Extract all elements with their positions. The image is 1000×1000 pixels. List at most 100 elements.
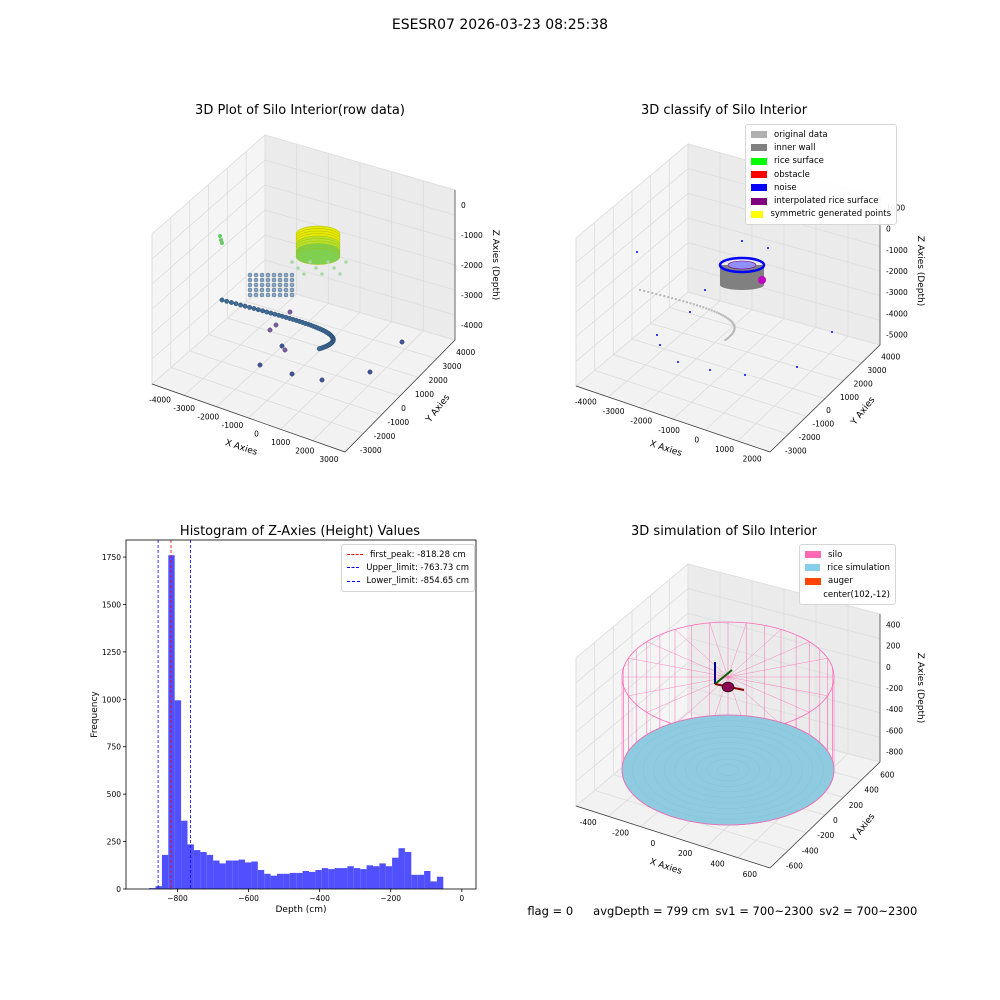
raw-rice-surface-layer	[295, 248, 341, 265]
sim-legend-label: center(102,-12)	[823, 589, 890, 600]
raw-point	[268, 310, 274, 316]
raw-point	[255, 307, 261, 313]
classify-noise-point	[659, 344, 661, 346]
classify-rice-surface	[727, 260, 757, 270]
classify-wall-point	[707, 308, 711, 311]
raw-point	[253, 277, 259, 283]
raw-z-tick-label: -4000	[461, 321, 483, 330]
histogram-bar	[411, 874, 418, 889]
sim-y-tick-label: -200	[817, 831, 834, 840]
raw-point	[332, 266, 336, 270]
classify-wall-point	[699, 305, 702, 308]
raw-y-tick-label: 0	[401, 404, 406, 413]
histogram-bar	[264, 873, 271, 889]
sim-silo-roof-line	[727, 629, 782, 678]
sim-silo-roof-line	[727, 641, 810, 678]
histogram-bar	[277, 873, 284, 889]
raw-point	[273, 322, 279, 328]
classify-legend-label: noise	[774, 182, 797, 193]
raw-point	[283, 277, 289, 283]
raw-x-tick-label: -3000	[173, 404, 195, 413]
sim-z-tick-label: 0	[886, 663, 891, 672]
sim-x-tick-label: -200	[612, 829, 629, 838]
raw-y-axis-line	[344, 339, 456, 453]
classify-wall-point	[655, 292, 658, 296]
classify-x-tick-label: -4000	[575, 398, 597, 407]
sim-silo-roof-line	[727, 676, 828, 696]
classify-y-tick-label: 1000	[840, 393, 859, 402]
classify-wall-point	[685, 301, 689, 304]
classify-legend-swatch	[751, 210, 764, 218]
sim-rice-grid	[685, 747, 771, 793]
histogram-y-tick-label: 1250	[102, 648, 121, 657]
status-avg-depth: avgDepth = 799 cm	[593, 904, 710, 918]
classify-y-tick-label: 3000	[867, 366, 886, 375]
classify-wall-point	[719, 313, 723, 316]
classify-legend-swatch	[751, 144, 767, 152]
sim-x-tick-label: 600	[743, 870, 758, 879]
raw-point	[344, 260, 348, 264]
classify-legend-label: symmetric generated points	[770, 209, 891, 220]
raw-point	[338, 272, 342, 276]
raw-point	[259, 272, 265, 278]
histogram-bar	[174, 700, 182, 889]
raw-point	[326, 260, 330, 264]
raw-y-tick-label: 2000	[429, 376, 448, 385]
classify-wall-point	[663, 294, 666, 298]
sim-side-grid	[575, 588, 689, 683]
histogram-bar	[149, 888, 156, 889]
raw-point	[260, 308, 266, 314]
hist-legend-entry: first_peak: -818.28 cm	[347, 548, 469, 561]
histogram-bar	[424, 871, 431, 889]
histogram-bar	[168, 555, 175, 889]
histogram-bar	[360, 869, 367, 889]
raw-floor-grid	[246, 301, 437, 360]
raw-point	[247, 287, 253, 293]
raw-x-tick-label: -2000	[197, 412, 219, 421]
classify-legend-entry: interpolated rice surface	[751, 194, 891, 207]
histogram-bar	[245, 862, 252, 889]
classify-wall-point	[651, 291, 654, 295]
sim-y-tick-label: 400	[864, 786, 879, 795]
histogram-y-tick-label: 1750	[102, 553, 121, 562]
raw-z-tick-label: -3000	[461, 291, 483, 300]
histogram-bar	[353, 868, 361, 889]
sim-silo-roof-line	[628, 676, 729, 696]
classify-noise-point	[689, 311, 691, 313]
hist-legend-swatch	[347, 567, 360, 569]
raw-point	[296, 266, 300, 270]
classify-z-tick-label: -1000	[886, 246, 908, 255]
hist-legend-label: first_peak: -818.28 cm	[370, 549, 466, 560]
simulation-plot-title: 3D simulation of Silo Interior	[631, 524, 817, 539]
classify-x-tick-label: 2000	[743, 454, 762, 463]
classify-noise-point	[709, 369, 711, 371]
raw-point	[308, 260, 312, 264]
sim-auger-center	[721, 681, 735, 693]
sim-y-tick-label: 200	[849, 801, 864, 810]
classify-wall-point	[667, 295, 670, 299]
classify-noise-point	[636, 251, 638, 253]
classify-z-tick-label: -2000	[886, 267, 908, 276]
histogram-bar	[206, 854, 214, 889]
classify-x-tick-label: -2000	[630, 417, 652, 426]
histogram-x-tick-label: −800	[167, 894, 188, 903]
classify-legend-entry: inner wall	[751, 141, 891, 154]
classify-noise-point	[677, 361, 679, 363]
raw-point	[271, 292, 277, 298]
classify-wall-point	[721, 314, 725, 317]
raw-point	[271, 277, 277, 283]
raw-point	[289, 282, 295, 288]
raw-side-grid	[151, 159, 266, 260]
sim-silo-roof-line	[674, 629, 729, 678]
classify-y-tick-label: 4000	[881, 353, 900, 362]
sim-legend-entry: center(102,-12)	[805, 588, 890, 601]
sim-z-tick-label: 400	[886, 621, 901, 630]
raw-point	[224, 298, 230, 304]
classify-legend-label: original data	[774, 129, 828, 140]
histogram-y-axis-label: Frequency	[90, 691, 100, 738]
sim-rice-grid	[653, 731, 803, 809]
classify-wall-point	[682, 300, 685, 303]
histogram-bar	[404, 852, 412, 889]
sim-x-tick-label: 200	[678, 849, 693, 858]
raw-point	[238, 302, 244, 308]
